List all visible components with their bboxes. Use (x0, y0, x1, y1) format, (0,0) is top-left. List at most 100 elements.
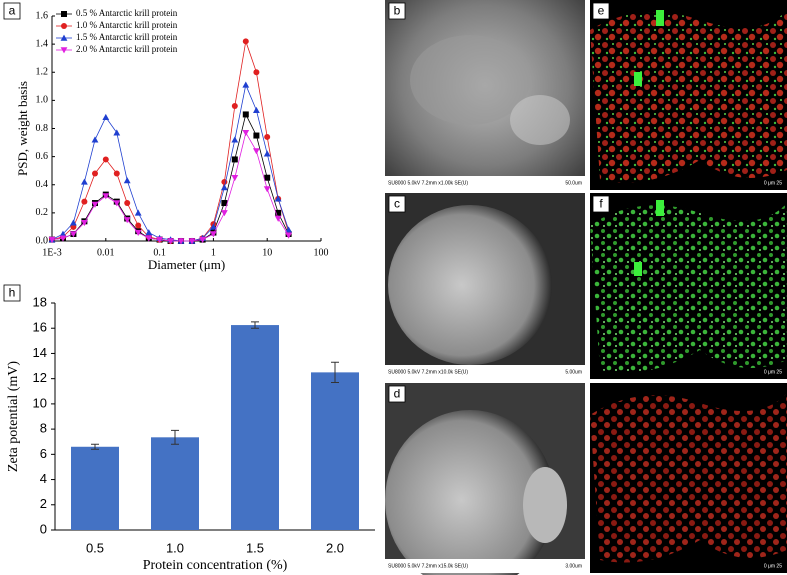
confocal-f: f 0 μm 25 (590, 193, 787, 379)
x-tick-label: 1.0 (166, 540, 184, 555)
x-tick-label: 1E-3 (42, 247, 61, 258)
marker (285, 232, 293, 239)
sem-c: c SU8000 5.0kV 7.2mm x10.0k SE(U) 5.00um (385, 193, 585, 379)
legend-marker (61, 11, 67, 17)
marker (80, 219, 88, 227)
legend-marker (61, 23, 67, 29)
marker (177, 238, 185, 245)
marker (253, 132, 260, 139)
series-line (51, 113, 289, 242)
y-tick-label: 2 (40, 496, 47, 511)
series-line (51, 41, 289, 242)
y-axis-label: Zeta potential (mV) (6, 361, 21, 473)
y-tick-label: 10 (33, 395, 47, 410)
scale-label: 0 μm 25 (764, 369, 782, 375)
marker (275, 209, 282, 216)
marker (145, 229, 153, 236)
x-tick-label: 2.0 (326, 540, 344, 555)
legend-label: 1.0 % Antarctic krill protein (76, 20, 178, 30)
marker (102, 113, 110, 120)
y-tick-label: 14 (33, 345, 47, 360)
x-axis-label: Protein concentration (%) (143, 558, 288, 573)
confocal-e: e 0 μm 25 (590, 0, 787, 190)
bar (71, 446, 119, 530)
panel-label: b (394, 4, 401, 18)
sem-b: b SU8000 5.0kV 7.2mm x1.00k SE(U) 50.0um (385, 0, 585, 190)
panel-label: d (394, 387, 401, 401)
marker (221, 178, 228, 185)
panel-label-box (3, 284, 21, 302)
x-tick-label: 0.1 (153, 247, 166, 258)
error-bar (331, 361, 339, 383)
marker (134, 229, 142, 236)
marker (253, 69, 260, 76)
marker (285, 226, 293, 233)
legend-marker (60, 34, 68, 41)
marker (274, 195, 282, 202)
y-tick-label: 16 (33, 320, 47, 335)
y-tick-label: 1.6 (36, 10, 49, 21)
marker (70, 219, 77, 226)
marker (263, 186, 271, 193)
marker (91, 201, 99, 208)
error-bar (171, 429, 179, 445)
marker (242, 81, 250, 88)
y-tick-label: 8 (40, 421, 47, 436)
confocal-g: g 0 μm 25 (590, 383, 787, 573)
y-axis-label: PSD, weight basis (15, 81, 30, 176)
marker (231, 136, 239, 143)
panel-label: a (9, 4, 16, 18)
sem-caption: SU8000 5.0kV 7.2mm x15.0k SE(U) (388, 563, 468, 569)
sem-d: d SU8000 5.0kV 7.2mm x15.0k SE(U) 3.00um (385, 383, 585, 575)
marker (48, 236, 56, 243)
marker (124, 200, 131, 207)
y-tick-label: 0.6 (36, 151, 49, 162)
legend-marker (60, 47, 68, 54)
bar (231, 325, 279, 530)
marker (59, 235, 67, 242)
bar (311, 372, 359, 530)
marker (134, 209, 142, 216)
legend-label: 0.5 % Antarctic krill protein (76, 8, 178, 18)
marker (91, 136, 99, 143)
marker (210, 223, 217, 230)
marker (210, 231, 217, 238)
panel-label: g (759, 387, 766, 401)
marker (264, 133, 271, 140)
x-tick-label: 10 (262, 247, 272, 258)
y-tick-label: 1.4 (36, 38, 49, 49)
scale-label: 3.00um (565, 563, 582, 569)
marker (264, 174, 271, 181)
y-tick-label: 0 (40, 521, 47, 536)
marker (253, 106, 260, 113)
panel-label-box (3, 2, 21, 20)
marker (123, 177, 131, 184)
marker (220, 210, 228, 217)
error-bar (251, 321, 259, 329)
marker (263, 150, 271, 157)
marker (123, 217, 131, 224)
marker (135, 222, 142, 229)
y-tick-label: 12 (33, 370, 47, 385)
x-tick-label: 100 (314, 247, 329, 258)
y-tick-label: 0.2 (36, 207, 49, 218)
x-tick-label: 1.5 (246, 540, 264, 555)
y-tick-label: 1.0 (36, 95, 49, 106)
marker (242, 38, 249, 45)
legend-label: 1.5 % Antarctic krill protein (76, 32, 178, 42)
y-tick-label: 4 (40, 471, 47, 486)
marker (274, 215, 282, 222)
marker (242, 111, 249, 118)
panel-label: h (9, 286, 16, 300)
y-tick-label: 0.8 (36, 123, 49, 134)
marker (188, 238, 196, 245)
y-tick-label: 0.4 (36, 179, 49, 190)
x-tick-label: 0.5 (86, 540, 104, 555)
scale-label: 5.00um (565, 369, 582, 375)
legend-label: 2.0 % Antarctic krill protein (76, 44, 178, 54)
marker (81, 198, 88, 205)
error-bar (91, 443, 99, 450)
x-axis-label: Diameter (μm) (148, 257, 225, 272)
scale-label: 0 μm 25 (764, 180, 782, 186)
marker (113, 170, 120, 177)
